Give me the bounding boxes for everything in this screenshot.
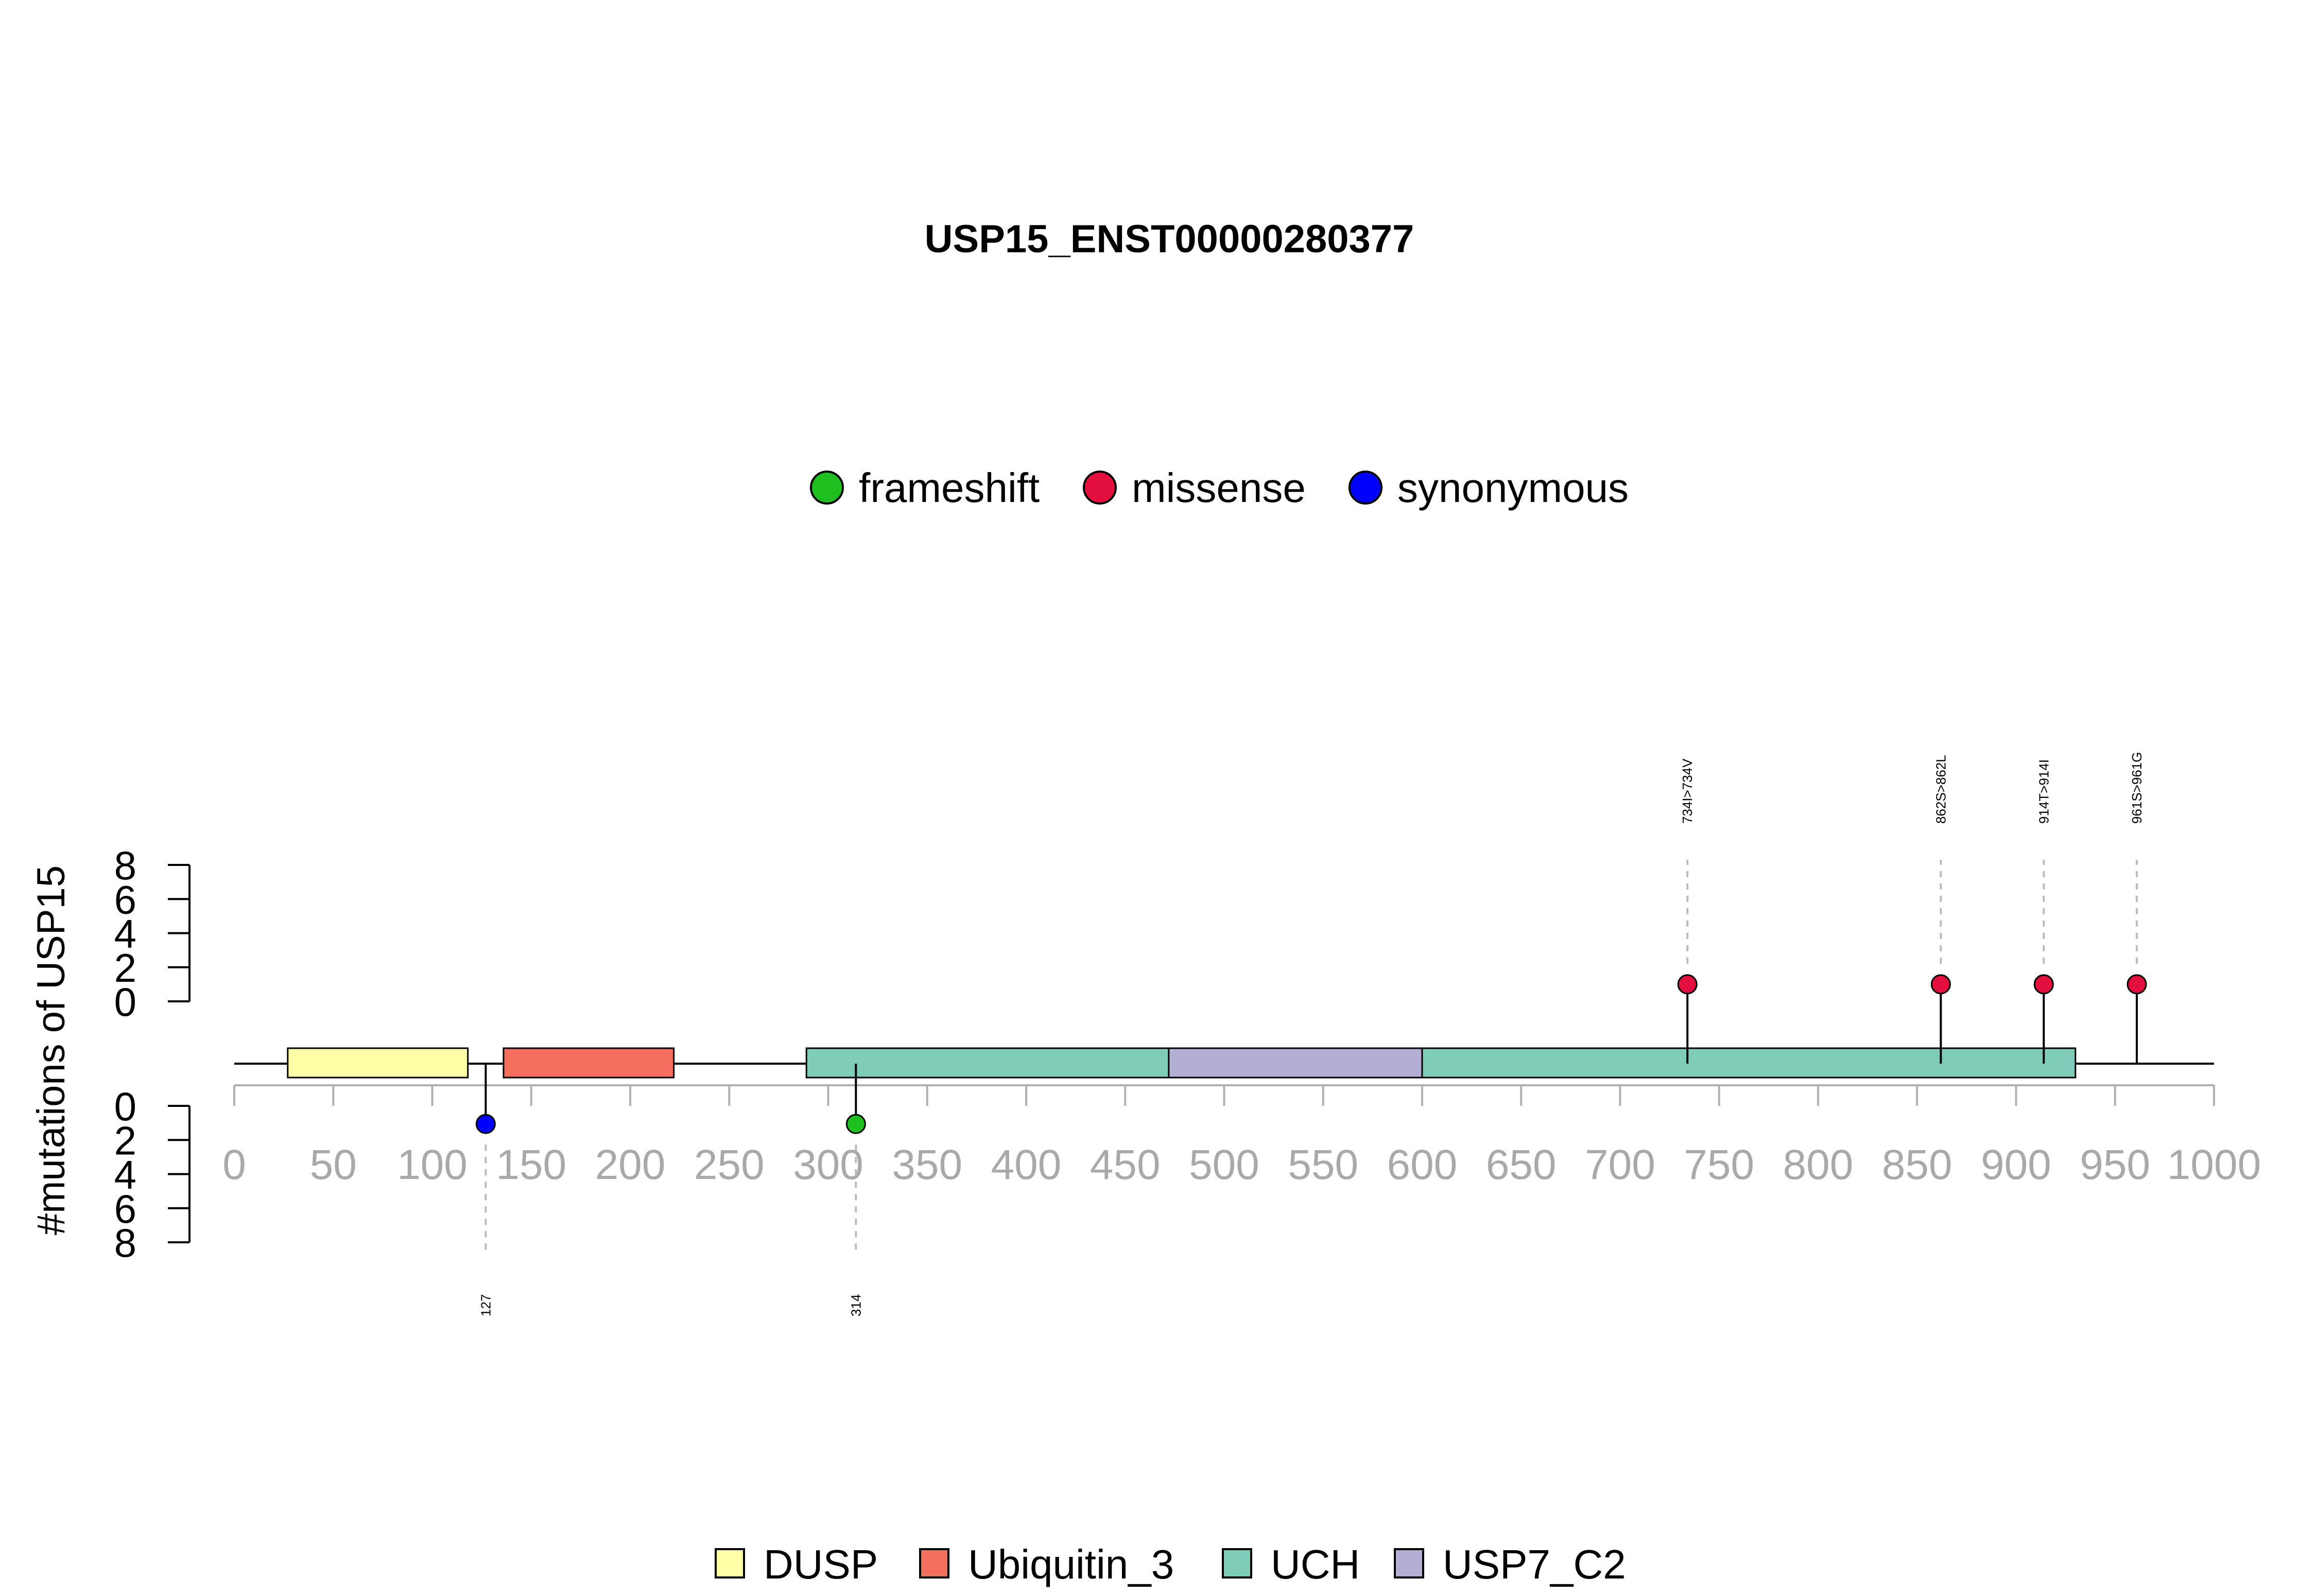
y-tick-label: 4 bbox=[114, 911, 136, 957]
x-axis: 0 50 100 150 200 250 300 350 400 450 500 550 600 650 7… bbox=[222, 1084, 2261, 1188]
x-tick-label: 650 bbox=[1486, 1141, 1557, 1188]
x-tick-label: 750 bbox=[1684, 1141, 1754, 1188]
x-tick-label: 500 bbox=[1189, 1141, 1259, 1188]
mutation-point-missense bbox=[1677, 974, 1698, 995]
legend-swatch bbox=[715, 1548, 745, 1578]
legend-item-dusp: DUSP bbox=[715, 1541, 878, 1587]
legend-label: synonymous bbox=[1397, 465, 1629, 511]
y-tick-label: 2 bbox=[114, 1118, 136, 1163]
y-tick-label: 2 bbox=[114, 945, 136, 991]
plot-area: 0 50 100 150 200 250 300 350 400 450 500 550 600 650 7… bbox=[114, 752, 2261, 1316]
mutation-label: 862S>862L bbox=[1933, 755, 1948, 824]
domain-dusp bbox=[287, 1047, 469, 1079]
y-tick-label: 6 bbox=[114, 877, 136, 922]
x-tick-label: 150 bbox=[496, 1141, 566, 1188]
mutation-point-frameshift bbox=[845, 1114, 866, 1134]
x-tick-label: 100 bbox=[397, 1141, 468, 1188]
legend-swatch bbox=[1222, 1548, 1252, 1578]
mutation-point-missense bbox=[1930, 974, 1951, 995]
mutation-label: 914T>914I bbox=[2036, 759, 2051, 824]
legend-swatch bbox=[919, 1548, 949, 1578]
legend-marker bbox=[1083, 471, 1117, 505]
y-tick-label: 6 bbox=[114, 1186, 136, 1231]
x-tick-label: 350 bbox=[892, 1141, 962, 1188]
x-tick-label: 900 bbox=[1981, 1141, 2051, 1188]
y-axis-label: #mutations of USP15 bbox=[29, 865, 73, 1235]
y-tick-label: 0 bbox=[114, 1084, 136, 1129]
x-tick-label: 700 bbox=[1585, 1141, 1655, 1188]
domain-legend: DUSP Ubiquitin_3 UCH USP7_C2 bbox=[715, 1541, 1626, 1587]
mutation-label: 961S>961G bbox=[2129, 752, 2145, 824]
legend-swatch bbox=[1394, 1548, 1424, 1578]
mutation-label: 127 bbox=[478, 1294, 493, 1316]
domain-ubiquitin_3 bbox=[503, 1047, 675, 1079]
y-tick-label: 4 bbox=[114, 1152, 136, 1198]
mutation-127: 127 bbox=[475, 1064, 496, 1316]
mutation-point-missense bbox=[2033, 974, 2054, 995]
x-tick-label: 0 bbox=[222, 1141, 246, 1188]
mutation-734: 734I>734V bbox=[1677, 758, 1698, 1064]
legend-item-missense: missense bbox=[1083, 465, 1306, 511]
mutation-label: 734I>734V bbox=[1680, 758, 1695, 824]
mutation-point-synonymous bbox=[475, 1114, 496, 1134]
x-tick-label: 200 bbox=[595, 1141, 666, 1188]
mutation-961: 961S>961G bbox=[2126, 752, 2147, 1064]
mutation-862: 862S>862L bbox=[1930, 755, 1951, 1064]
legend-label: USP7_C2 bbox=[1443, 1541, 1626, 1587]
legend-label: UCH bbox=[1271, 1541, 1360, 1587]
legend-marker bbox=[1348, 471, 1382, 505]
mutation-legend: frameshift missense synonymous bbox=[810, 465, 1629, 511]
mutation-label: 314 bbox=[848, 1294, 863, 1316]
x-tick-label: 950 bbox=[2080, 1141, 2150, 1188]
x-tick-label: 250 bbox=[694, 1141, 765, 1188]
chart-title: USP15_ENST00000280377 bbox=[925, 217, 1414, 261]
legend-label: frameshift bbox=[859, 465, 1040, 511]
x-tick-label: 450 bbox=[1090, 1141, 1161, 1188]
mutation-point-missense bbox=[2126, 974, 2147, 995]
legend-label: Ubiquitin_3 bbox=[968, 1541, 1174, 1587]
x-tick-label: 600 bbox=[1387, 1141, 1458, 1188]
legend-item-ubiquitin_3: Ubiquitin_3 bbox=[919, 1541, 1174, 1587]
x-tick-label: 50 bbox=[310, 1141, 357, 1188]
mutation-914: 914T>914I bbox=[2033, 759, 2054, 1064]
mutation-314: 314 bbox=[845, 1064, 866, 1316]
y-tick-label: 0 bbox=[114, 979, 136, 1025]
x-tick-label: 800 bbox=[1783, 1141, 1854, 1188]
legend-item-usp7_c2: USP7_C2 bbox=[1394, 1541, 1626, 1587]
y-tick-label: 8 bbox=[114, 843, 136, 888]
x-tick-label: 550 bbox=[1288, 1141, 1358, 1188]
x-tick-label: 300 bbox=[793, 1141, 863, 1188]
legend-marker bbox=[810, 471, 844, 505]
legend-label: DUSP bbox=[764, 1541, 878, 1587]
x-tick-label: 850 bbox=[1882, 1141, 1952, 1188]
legend-item-synonymous: synonymous bbox=[1348, 465, 1629, 511]
legend-item-uch: UCH bbox=[1222, 1541, 1360, 1587]
domain-usp7_c2 bbox=[1168, 1047, 1423, 1079]
legend-label: missense bbox=[1132, 465, 1306, 511]
legend-item-frameshift: frameshift bbox=[810, 465, 1040, 511]
domain-uch bbox=[805, 1047, 2077, 1079]
y-tick-label: 8 bbox=[114, 1220, 136, 1265]
x-tick-label: 400 bbox=[991, 1141, 1062, 1188]
x-tick-label: 1000 bbox=[2167, 1141, 2261, 1188]
